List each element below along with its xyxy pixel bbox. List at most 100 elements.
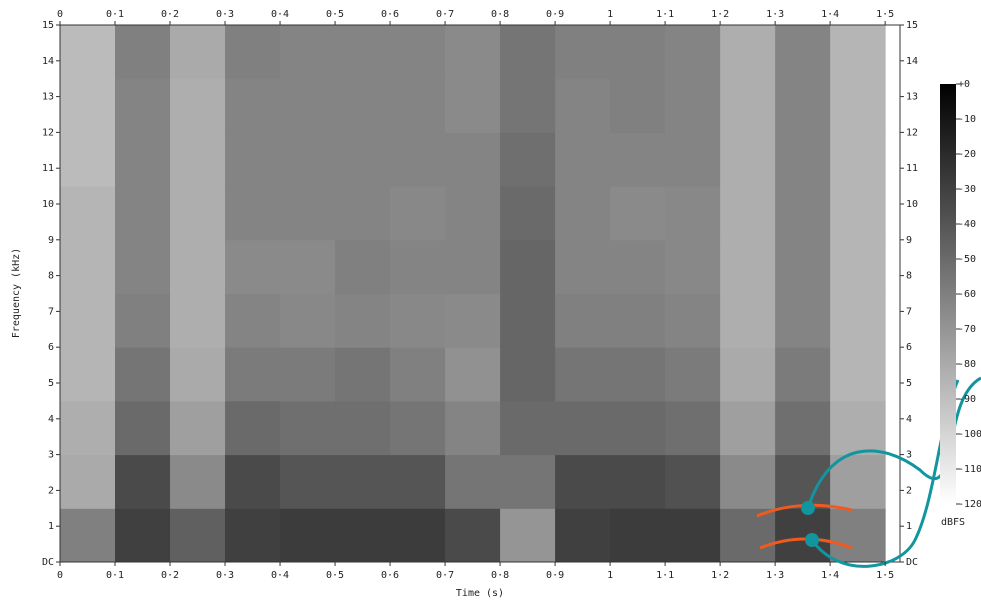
cell [335,347,391,402]
x-tick-label-top: 0·1 [106,9,124,20]
y-tick-label: 15 [42,20,54,31]
cell [225,78,281,133]
x-tick-label-top: 0·9 [546,9,564,20]
x-tick-label-top: 0·5 [326,9,344,20]
cell [720,132,776,187]
cell [555,454,611,509]
x-tick-label: 1·5 [876,570,894,581]
cell [280,454,336,509]
cell [335,25,391,80]
y-tick-label-right: 11 [906,163,918,174]
cell [775,293,831,348]
cell [225,400,281,456]
x-tick-label-top: 0·6 [381,9,399,20]
cell [60,186,116,241]
cell [775,508,831,563]
cell [830,454,886,509]
cell [775,186,831,241]
y-tick-label: 12 [42,127,54,138]
cell [60,239,116,294]
cell [280,132,336,187]
y-tick-label: 11 [42,163,54,174]
y-tick-label: DC [42,557,54,568]
cell [115,400,171,456]
heatmap [60,25,886,563]
cell [390,78,446,133]
cell [115,454,171,509]
y-tick-label: 7 [48,306,54,317]
colorbar-tick-label: -10 [958,114,976,125]
cell [170,78,226,133]
cell [665,239,721,294]
cell [280,293,336,348]
cell [830,508,886,563]
cell [60,347,116,402]
cell [610,400,666,456]
cell [720,347,776,402]
cell [610,25,666,80]
cell [335,454,391,509]
cell [445,25,501,80]
cell [720,239,776,294]
y-tick-label: 9 [48,235,54,246]
cell [830,293,886,348]
cell [280,508,336,563]
y-tick-label: 4 [48,414,54,425]
y-tick-label-right: 9 [906,235,912,246]
cell [665,132,721,187]
cell [665,25,721,80]
cell [170,347,226,402]
cell [610,239,666,294]
cell [225,25,281,80]
cell [60,132,116,187]
cell [225,347,281,402]
cell [60,293,116,348]
cell [555,132,611,187]
x-tick-label: 0·4 [271,570,289,581]
x-tick-label: 0·9 [546,570,564,581]
cell [555,293,611,348]
x-tick-label-top: 1·4 [821,9,839,20]
cell [665,186,721,241]
cell [555,239,611,294]
cell [555,25,611,80]
cell [500,347,556,402]
cell [665,293,721,348]
colorbar-tick-label: -120 [958,499,981,510]
cell [335,78,391,133]
colorbar-label: dBFS [941,517,965,528]
y-tick-label-right: 12 [906,127,918,138]
y-axis-label: Frequency (kHz) [11,248,22,338]
cell [170,25,226,80]
cell [500,454,556,509]
y-tick-label-right: 15 [906,20,918,31]
y-tick-label: 13 [42,92,54,103]
colorbar-tick-label: -100 [958,429,981,440]
x-tick-label-top: 0·7 [436,9,454,20]
cell [445,78,501,133]
cell [170,508,226,563]
x-tick-label-top: 1 [607,9,613,20]
y-tick-label: 14 [42,56,54,67]
cell [390,293,446,348]
cell [115,78,171,133]
cell [720,508,776,563]
y-tick-label-right: 8 [906,271,912,282]
cell [390,186,446,241]
x-tick-label: 0·3 [216,570,234,581]
x-tick-label: 0·2 [161,570,179,581]
cell [610,78,666,133]
y-tick-label-right: 14 [906,56,918,67]
cell [720,186,776,241]
y-tick-label-right: 3 [906,450,912,461]
colorbar-tick-label: -20 [958,149,976,160]
cell [500,293,556,348]
y-tick-label-right: 2 [906,485,912,496]
teal-dot [801,501,815,515]
cell [60,78,116,133]
cell [555,508,611,563]
cell [225,132,281,187]
cell [830,400,886,456]
cell [390,454,446,509]
